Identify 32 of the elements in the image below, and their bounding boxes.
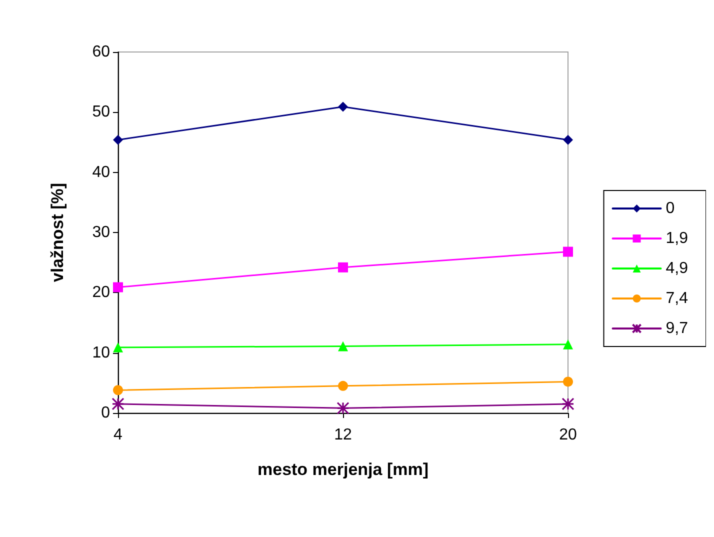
y-tick-label: 10 bbox=[92, 344, 110, 362]
point bbox=[338, 380, 348, 391]
legend-label: 0 bbox=[666, 200, 675, 217]
y-tick-label: 50 bbox=[92, 104, 110, 121]
legend-label: 4,9 bbox=[666, 260, 688, 277]
x-axis-title: mesto merjenja [mm] bbox=[258, 460, 428, 479]
point bbox=[113, 385, 123, 396]
y-tick-label: 30 bbox=[92, 224, 110, 241]
point bbox=[563, 246, 573, 257]
point bbox=[338, 341, 348, 352]
y-tick-label: 0 bbox=[101, 404, 110, 422]
point bbox=[336, 402, 350, 414]
y-axis-title: vlažnost [%] bbox=[48, 182, 67, 282]
x-tick-label: 12 bbox=[334, 426, 352, 444]
point bbox=[562, 398, 574, 410]
y-tick-label: 20 bbox=[92, 284, 110, 302]
point bbox=[563, 376, 573, 387]
y-tick-label: 40 bbox=[92, 164, 110, 181]
x-tick-label: 4 bbox=[114, 426, 123, 444]
legend-label: 1,9 bbox=[666, 230, 688, 247]
point bbox=[113, 134, 123, 145]
point bbox=[338, 262, 348, 272]
legend-label: 7,4 bbox=[666, 290, 688, 307]
legend-label: 9,7 bbox=[666, 320, 688, 337]
point bbox=[563, 339, 573, 350]
point bbox=[112, 398, 124, 410]
y-tick-label: 60 bbox=[92, 44, 110, 60]
point bbox=[113, 342, 123, 352]
point bbox=[563, 134, 573, 145]
x-tick-label: 20 bbox=[559, 426, 577, 444]
point bbox=[113, 282, 123, 292]
point bbox=[338, 102, 348, 112]
